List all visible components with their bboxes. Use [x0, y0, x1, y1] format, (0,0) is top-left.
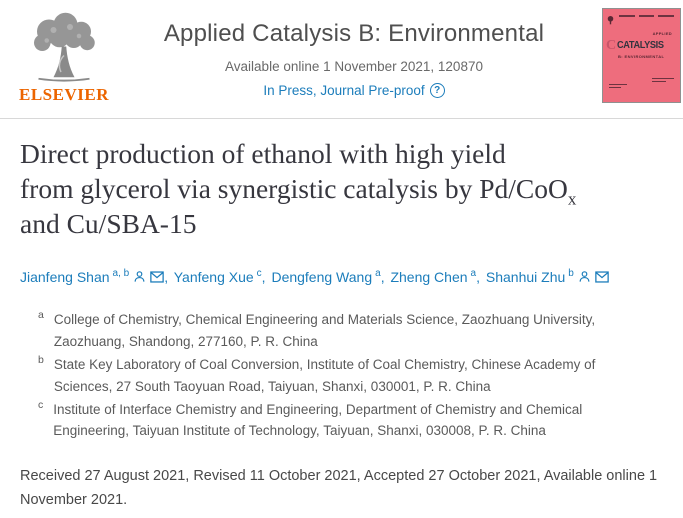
- cover-elsevier-tree-icon: [607, 12, 614, 25]
- affiliation-list: a College of Chemistry, Chemical Enginee…: [38, 309, 663, 442]
- author-affiliation-sup: b: [568, 267, 574, 279]
- affiliation-text: Institute of Interface Chemistry and Eng…: [53, 401, 583, 439]
- cover-logo-mark: C: [606, 38, 617, 53]
- cover-applied-label: APPLIED: [652, 31, 672, 36]
- author-separator: ,: [164, 268, 169, 285]
- author-link[interactable]: Dengfeng Wang a: [271, 267, 381, 285]
- author-affiliation-sup: a: [375, 267, 381, 279]
- author-link[interactable]: Jianfeng Shan a, b: [20, 267, 130, 285]
- cover-microtext-top: [619, 15, 675, 17]
- cover-masthead: APPLIED CCATALYSIS B: ENVIRONMENTAL: [606, 31, 678, 59]
- affiliation-item: c Institute of Interface Chemistry and E…: [38, 399, 663, 443]
- article-title: Direct production of ethanol with high y…: [20, 136, 663, 242]
- affiliation-text: State Key Laboratory of Coal Conversion,…: [53, 356, 596, 394]
- author-link[interactable]: Yanfeng Xue c: [173, 267, 262, 285]
- author-link[interactable]: Shanhui Zhu b: [485, 267, 574, 285]
- author-profile-icon[interactable]: [133, 269, 146, 289]
- journal-title-link[interactable]: Applied Catalysis B: Environmental: [163, 20, 545, 47]
- author-email-icon[interactable]: [595, 269, 609, 289]
- journal-header: ELSEVIER Applied Catalysis B: Environmen…: [0, 0, 683, 119]
- available-online-text: Available online 1 November 2021, 120870: [225, 59, 483, 74]
- author-affiliation-sup: a: [470, 267, 477, 279]
- in-press-label: In Press, Journal Pre-proof: [263, 83, 425, 98]
- article-title-line1: Direct production of ethanol with high y…: [20, 138, 506, 169]
- affiliation-label: a: [38, 309, 44, 322]
- cover-microtext-bottom-left: [609, 82, 627, 88]
- subscript-x: x: [567, 189, 577, 209]
- elsevier-wordmark: ELSEVIER: [19, 85, 109, 104]
- affiliation-text: College of Chemistry, Chemical Engineeri…: [53, 312, 596, 350]
- affiliation-label: c: [38, 398, 44, 411]
- affiliation-item: b State Key Laboratory of Coal Conversio…: [38, 354, 663, 398]
- journal-cover-thumbnail[interactable]: APPLIED CCATALYSIS B: ENVIRONMENTAL: [602, 8, 681, 103]
- author-separator: ,: [261, 268, 266, 285]
- author-separator: ,: [380, 268, 385, 285]
- journal-header-center: Applied Catalysis B: Environmental Avail…: [115, 20, 593, 100]
- affiliation-label: b: [38, 353, 44, 366]
- elsevier-logo[interactable]: ELSEVIER: [18, 12, 110, 105]
- cover-microtext-bottom-right: [652, 76, 674, 82]
- article-title-line3: and Cu/SBA-15: [20, 208, 197, 240]
- in-press-link[interactable]: In Press, Journal Pre-proof ?: [263, 83, 445, 98]
- author-profile-icon[interactable]: [578, 269, 591, 289]
- article-head: Direct production of ethanol with high y…: [0, 119, 683, 512]
- cover-subtitle: B: ENVIRONMENTAL: [618, 54, 665, 59]
- article-title-line2: from glycerol via synergistic catalysis …: [20, 173, 577, 209]
- author-affiliation-sup: c: [256, 267, 262, 279]
- author-affiliation-sup: a, b: [112, 267, 130, 279]
- cover-title: CATALYSIS: [617, 40, 664, 51]
- article-dates: Received 27 August 2021, Revised 11 Octo…: [20, 468, 658, 508]
- author-link[interactable]: Zheng Chen a: [390, 267, 477, 285]
- elsevier-tree-icon: [18, 12, 110, 84]
- author-separator: ,: [476, 268, 480, 285]
- author-list: Jianfeng Shan a, b, Yanfeng Xue c, Dengfen…: [20, 267, 663, 289]
- help-circle-icon[interactable]: ?: [429, 83, 445, 98]
- author-email-icon[interactable]: [150, 269, 164, 289]
- affiliation-item: a College of Chemistry, Chemical Enginee…: [38, 309, 663, 353]
